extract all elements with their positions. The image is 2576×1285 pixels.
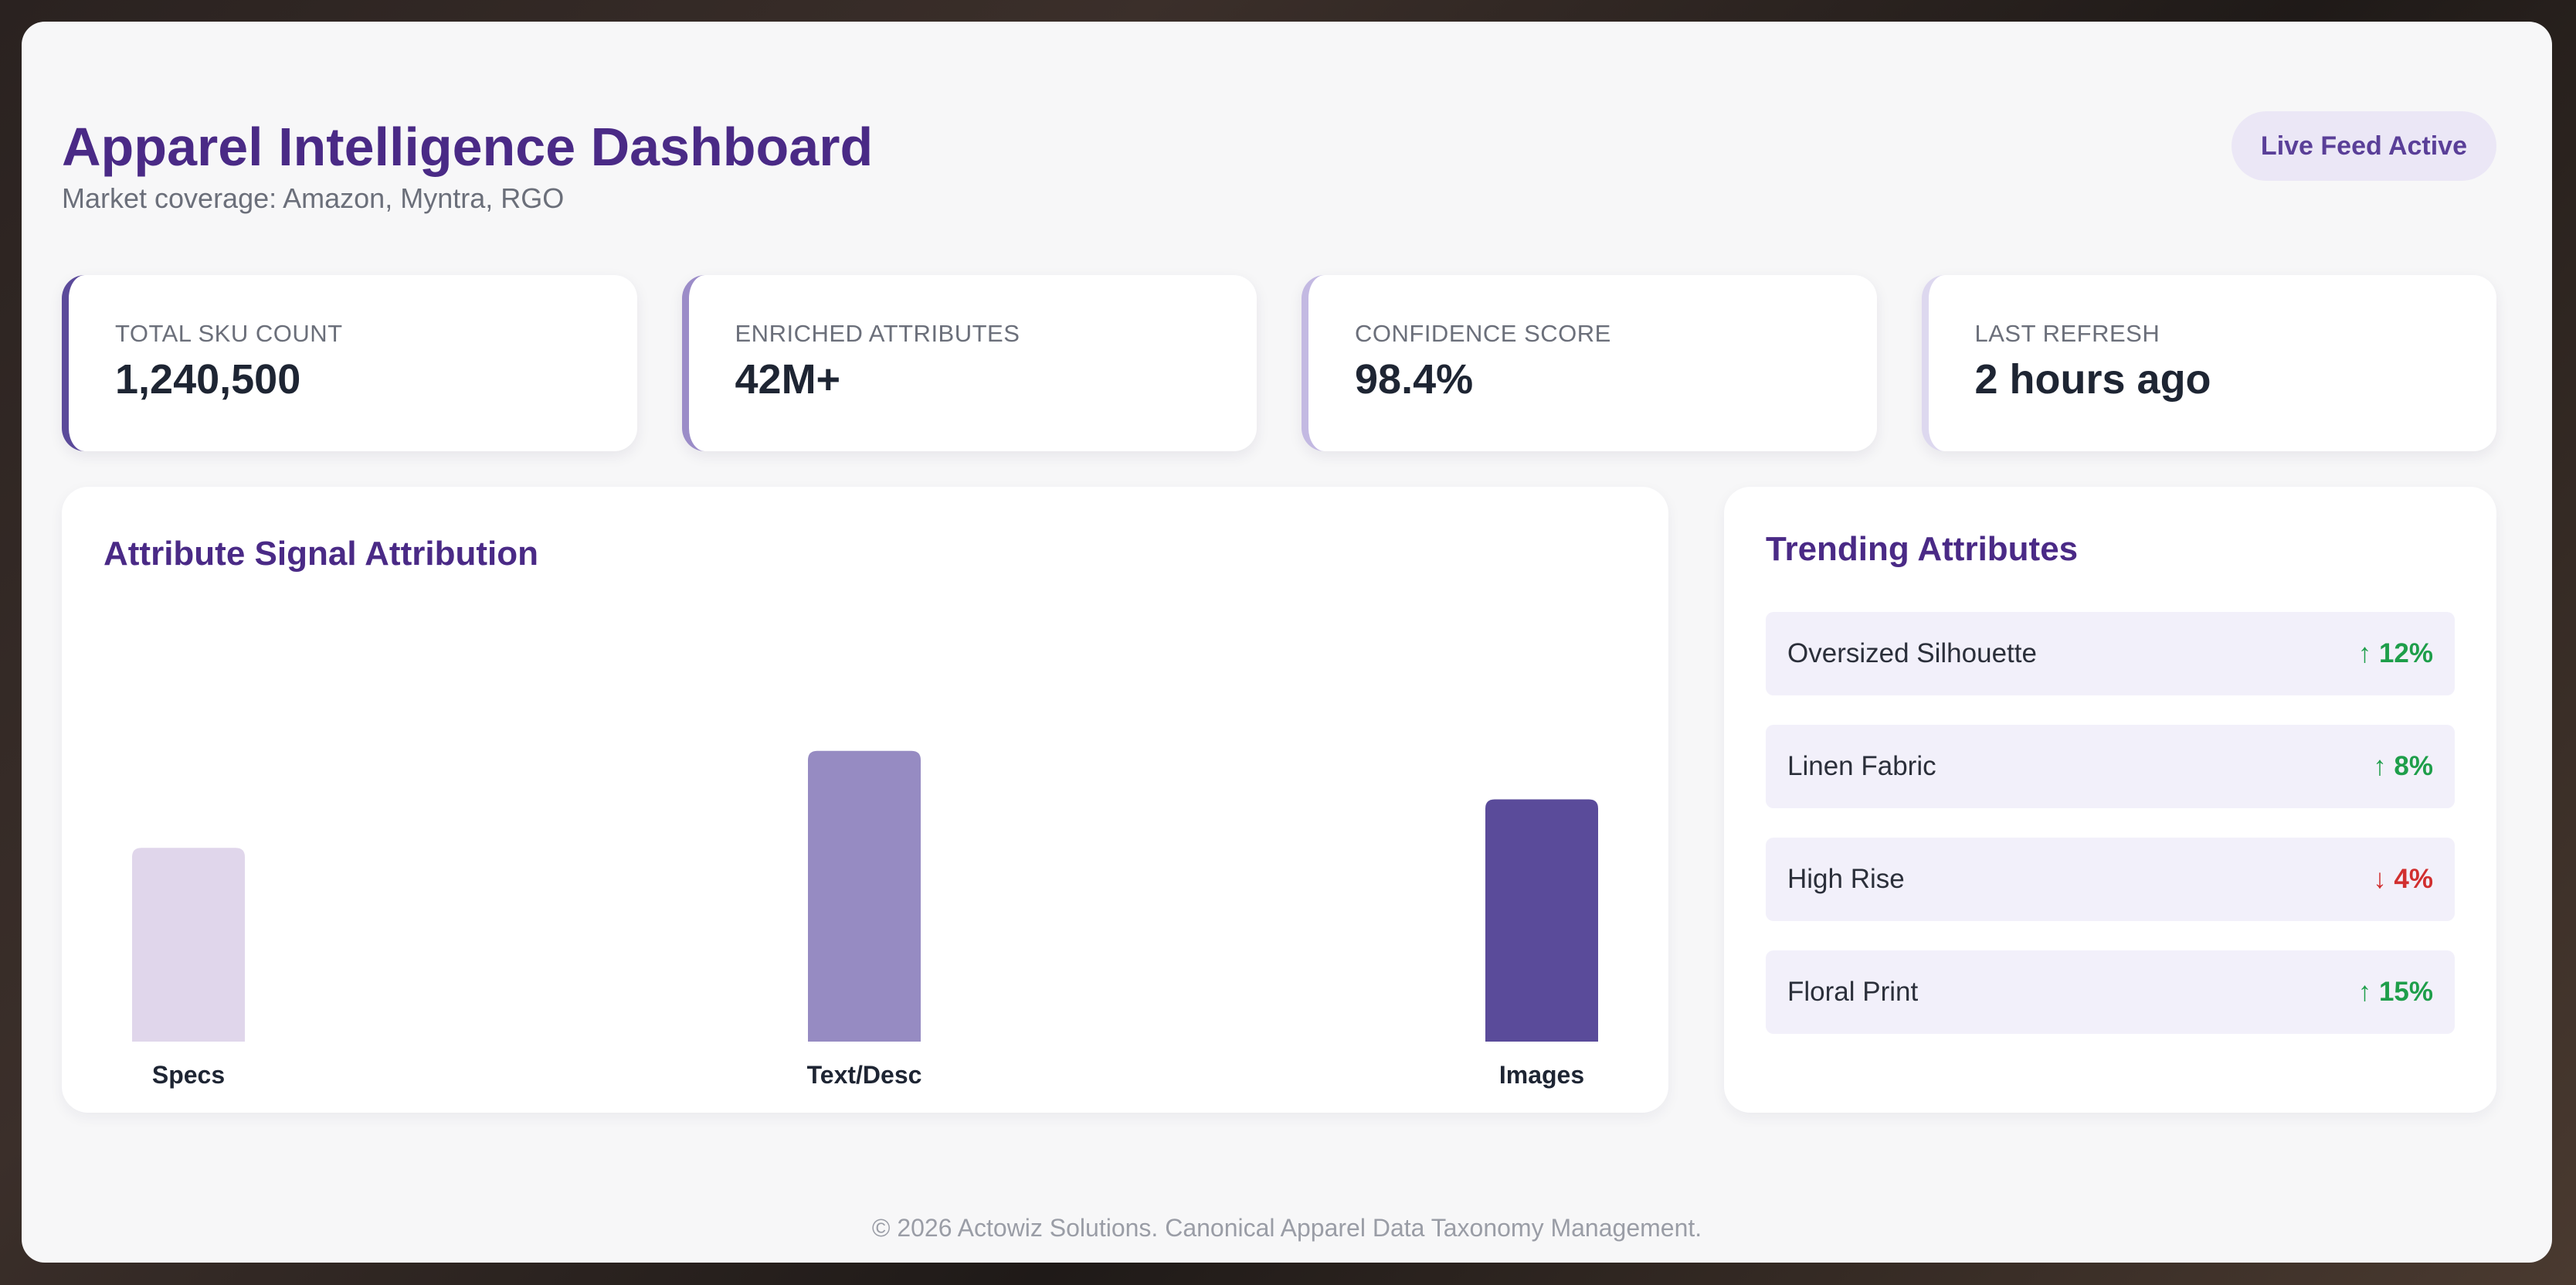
trending-list: Oversized Silhouette ↑ 12% Linen Fabric … (1766, 612, 2455, 1034)
bar-text-desc (808, 750, 921, 1042)
x-tick-label: Text/Desc (807, 1061, 922, 1089)
footer-copyright: © 2026 Actowiz Solutions. Canonical Appa… (871, 1214, 1702, 1242)
stats-row: TOTAL SKU COUNT 1,240,500 ENRICHED ATTRI… (62, 275, 2496, 451)
stat-label: ENRICHED ATTRIBUTES (735, 320, 1020, 347)
stat-label: LAST REFRESH (1974, 320, 2160, 347)
stat-card-sku-count: TOTAL SKU COUNT 1,240,500 (62, 275, 637, 451)
bar-images (1485, 799, 1598, 1042)
trend-change: ↓ 4% (2373, 864, 2433, 894)
stat-value: 2 hours ago (1974, 356, 2211, 403)
trend-change: ↑ 8% (2373, 751, 2433, 781)
trend-change: ↑ 12% (2357, 638, 2433, 668)
live-feed-badge[interactable]: Live Feed Active (2231, 111, 2496, 181)
trend-item-floral-print[interactable]: Floral Print ↑ 15% (1766, 950, 2455, 1034)
chart-title: Attribute Signal Attribution (104, 535, 538, 573)
trend-name: High Rise (1787, 864, 1905, 894)
stat-card-enriched-attributes: ENRICHED ATTRIBUTES 42M+ (681, 275, 1257, 451)
trending-title: Trending Attributes (1766, 530, 2079, 568)
x-tick-label: Images (1499, 1061, 1584, 1089)
bar-specs (132, 848, 245, 1042)
trend-item-oversized-silhouette[interactable]: Oversized Silhouette ↑ 12% (1766, 612, 2455, 695)
stat-card-last-refresh: LAST REFRESH 2 hours ago (1921, 275, 2496, 451)
trend-item-high-rise[interactable]: High Rise ↓ 4% (1766, 838, 2455, 921)
trend-change: ↑ 15% (2357, 977, 2433, 1007)
attribution-chart-panel: Attribute Signal Attribution Specs Text/D… (62, 487, 1668, 1113)
stat-label: CONFIDENCE SCORE (1355, 320, 1611, 347)
trend-name: Floral Print (1787, 977, 1919, 1007)
trending-attributes-panel: Trending Attributes Oversized Silhouette… (1724, 487, 2496, 1113)
trend-name: Oversized Silhouette (1787, 638, 2037, 668)
stat-value: 42M+ (735, 356, 841, 403)
x-tick-label: Specs (152, 1061, 225, 1089)
stat-label: TOTAL SKU COUNT (115, 320, 343, 347)
trend-item-linen-fabric[interactable]: Linen Fabric ↑ 8% (1766, 725, 2455, 808)
page-title: Apparel Intelligence Dashboard (62, 117, 874, 177)
stat-value: 1,240,500 (115, 356, 301, 403)
stat-value: 98.4% (1355, 356, 1474, 403)
attribution-bar-chart: Specs Text/Desc Images (132, 750, 1598, 1089)
page-subtitle: Market coverage: Amazon, Myntra, RGO (62, 182, 565, 214)
page-header: Apparel Intelligence Dashboard Market co… (62, 114, 2496, 223)
stat-card-confidence-score: CONFIDENCE SCORE 98.4% (1302, 275, 1877, 451)
dashboard-window: Apparel Intelligence Dashboard Market co… (22, 22, 2552, 1263)
trend-name: Linen Fabric (1787, 751, 1936, 781)
